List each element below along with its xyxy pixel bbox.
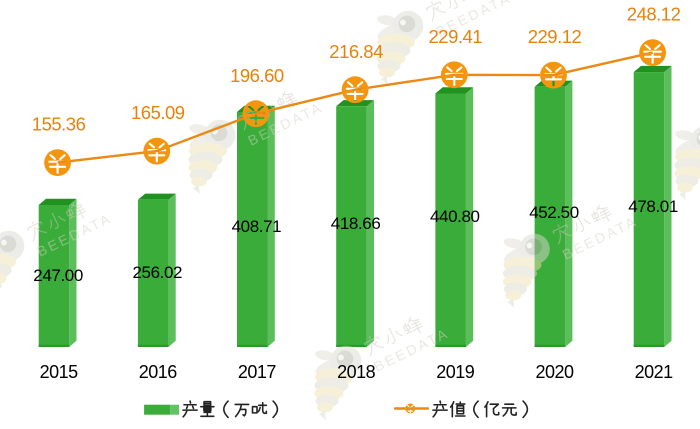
svg-text:216.84: 216.84	[329, 41, 383, 62]
svg-text:2018: 2018	[337, 362, 376, 382]
svg-text:2020: 2020	[535, 362, 574, 382]
svg-text:452.50: 452.50	[529, 203, 579, 222]
svg-text:248.12: 248.12	[627, 4, 681, 25]
svg-text:2021: 2021	[635, 362, 674, 382]
svg-text:256.02: 256.02	[132, 263, 182, 282]
svg-text:247.00: 247.00	[33, 266, 83, 285]
svg-text:196.60: 196.60	[230, 65, 284, 86]
svg-text:155.36: 155.36	[32, 114, 86, 135]
svg-text:478.01: 478.01	[628, 197, 678, 216]
svg-text:165.09: 165.09	[131, 102, 185, 123]
svg-text:418.66: 418.66	[331, 214, 381, 233]
svg-text:2015: 2015	[40, 362, 79, 382]
svg-text:229.12: 229.12	[528, 26, 582, 47]
svg-text:2016: 2016	[139, 362, 178, 382]
svg-text:440.80: 440.80	[430, 207, 480, 226]
svg-text:408.71: 408.71	[232, 217, 282, 236]
svg-text:2017: 2017	[238, 362, 277, 382]
svg-text:229.41: 229.41	[429, 26, 483, 47]
svg-text:2019: 2019	[436, 362, 475, 382]
